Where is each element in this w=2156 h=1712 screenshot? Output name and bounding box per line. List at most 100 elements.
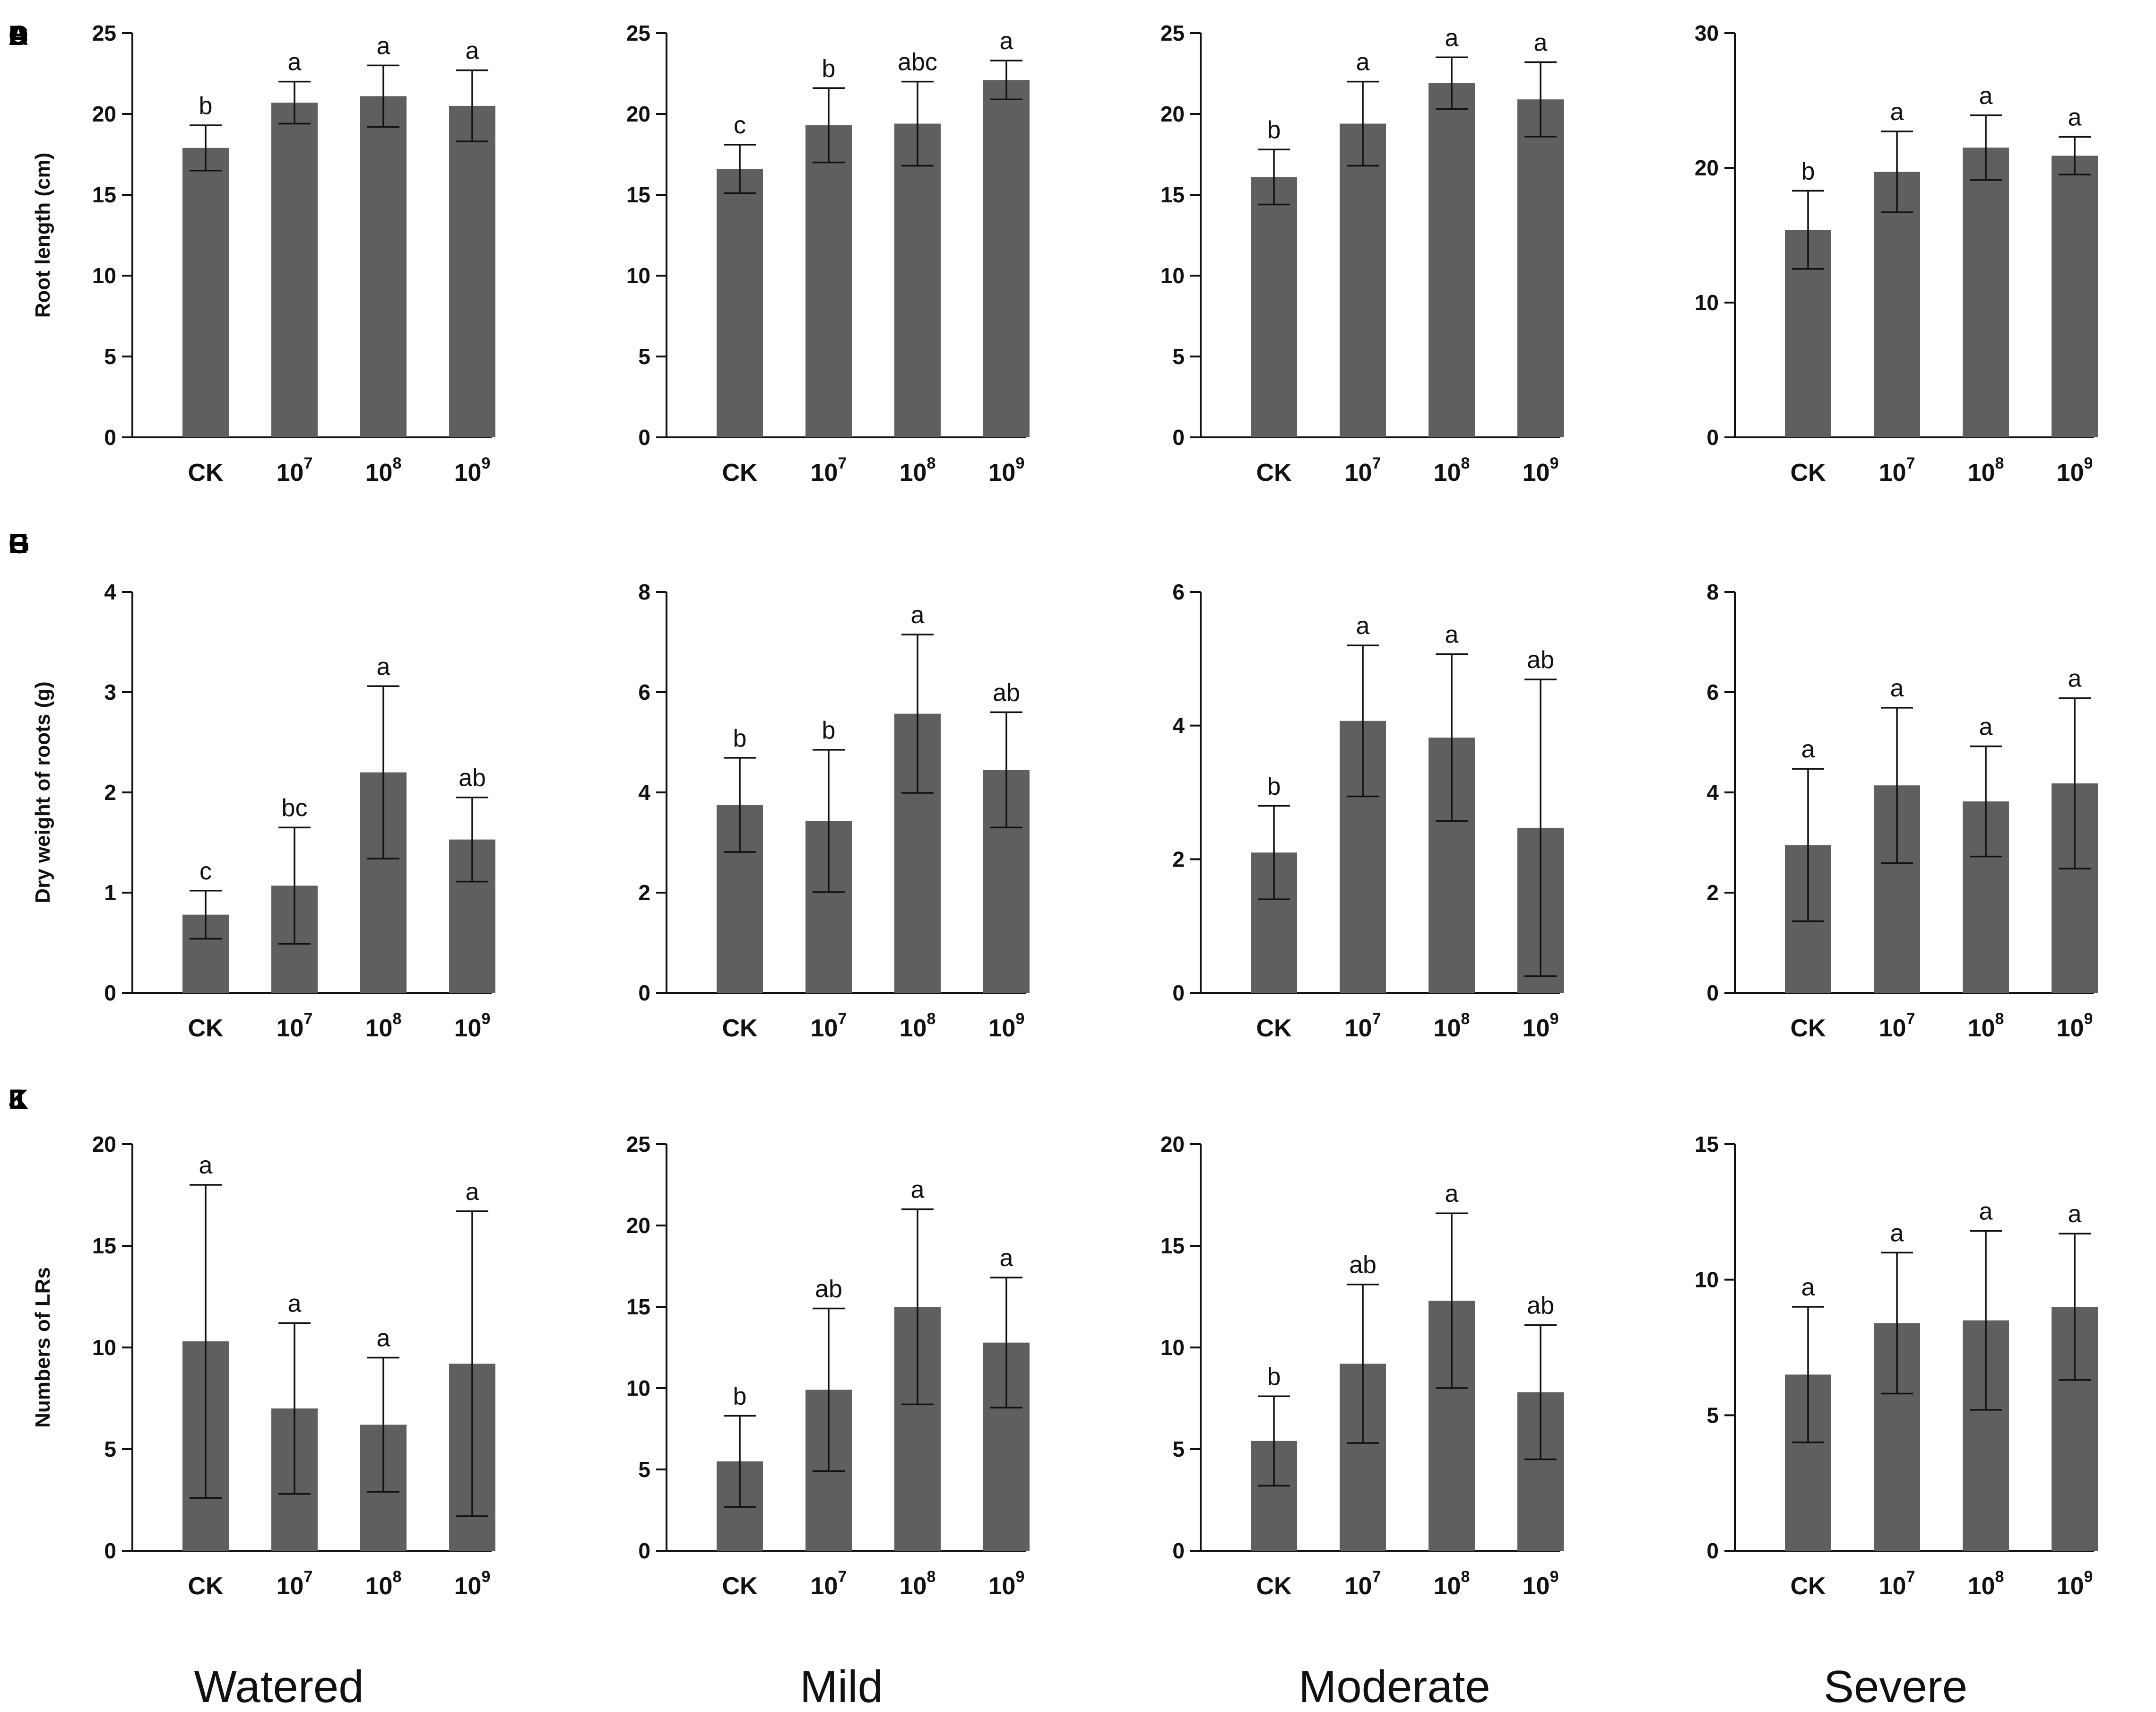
y-tick-label: 5 bbox=[104, 1437, 116, 1461]
y-tick-label: 3 bbox=[104, 680, 116, 704]
y-tick-label: 0 bbox=[104, 1538, 116, 1563]
significance-label: a bbox=[1890, 98, 1904, 126]
y-tick-label: 20 bbox=[1695, 156, 1719, 180]
panel-letter: F bbox=[9, 529, 25, 559]
significance-label: c bbox=[199, 858, 212, 885]
panel-a: A 0 5 10 15 20 25 Root length (cm) b CK a 107 a 108 a 1… bbox=[9, 20, 495, 487]
y-tick-label: 15 bbox=[92, 182, 116, 207]
significance-label: b bbox=[822, 717, 836, 744]
significance-label: a bbox=[1356, 49, 1370, 76]
x-tick-label: 107 bbox=[1879, 1568, 1915, 1600]
x-tick-label: CK bbox=[188, 1573, 224, 1600]
bar bbox=[983, 80, 1030, 437]
y-tick-label: 15 bbox=[626, 182, 650, 207]
x-tick-label: 107 bbox=[811, 1010, 847, 1042]
y-tick-label: 0 bbox=[1706, 1538, 1719, 1563]
y-tick-label: 5 bbox=[104, 344, 116, 369]
panel-letter: K bbox=[9, 1084, 28, 1115]
y-tick-label: 15 bbox=[1160, 182, 1185, 207]
x-tick-label: 107 bbox=[277, 454, 313, 487]
y-tick-label: 20 bbox=[1160, 1132, 1185, 1156]
y-tick-label: 4 bbox=[1172, 713, 1185, 738]
significance-label: a bbox=[377, 32, 390, 60]
panel-letter: D bbox=[9, 20, 28, 51]
significance-label: a bbox=[911, 601, 925, 629]
significance-label: a bbox=[199, 1152, 213, 1179]
y-tick-label: 20 bbox=[92, 102, 116, 126]
significance-label: ab bbox=[1349, 1251, 1377, 1279]
y-tick-label: 2 bbox=[1706, 880, 1719, 905]
x-tick-label: CK bbox=[188, 1015, 224, 1042]
significance-label: ab bbox=[459, 765, 486, 792]
y-tick-label: 10 bbox=[1160, 263, 1185, 288]
significance-label: a bbox=[377, 1325, 390, 1352]
y-tick-label: 25 bbox=[92, 21, 116, 45]
bar bbox=[894, 123, 941, 437]
y-tick-label: 4 bbox=[638, 780, 650, 805]
condition-label: Severe bbox=[1824, 1661, 1967, 1712]
panel-letter: B bbox=[9, 20, 28, 51]
y-tick-label: 20 bbox=[1160, 102, 1185, 126]
significance-label: a bbox=[911, 1176, 925, 1204]
significance-label: a bbox=[1890, 675, 1904, 702]
y-tick-label: 0 bbox=[1706, 981, 1719, 1005]
x-tick-label: CK bbox=[1256, 1015, 1292, 1042]
significance-label: a bbox=[288, 49, 302, 76]
y-tick-label: 20 bbox=[626, 102, 650, 126]
y-tick-label: 8 bbox=[638, 580, 650, 604]
bar bbox=[1517, 99, 1564, 438]
y-axis-label: Root length (cm) bbox=[31, 153, 54, 318]
significance-label: a bbox=[2068, 1200, 2082, 1228]
x-tick-label: 109 bbox=[454, 1568, 491, 1600]
y-tick-label: 0 bbox=[638, 1538, 650, 1563]
significance-label: a bbox=[1979, 1198, 1993, 1225]
x-tick-label: 109 bbox=[2057, 1010, 2093, 1042]
panel-c: C 0 5 10 15 20 25 b CK a 107 a 108 a 109 bbox=[9, 20, 1564, 487]
x-tick-label: 107 bbox=[1345, 1568, 1381, 1600]
significance-label: a bbox=[377, 653, 390, 680]
y-tick-label: 25 bbox=[626, 1132, 650, 1156]
x-tick-label: 109 bbox=[454, 1010, 491, 1042]
condition-label: Moderate bbox=[1299, 1661, 1490, 1712]
x-tick-label: 107 bbox=[1345, 1010, 1381, 1042]
x-tick-label: CK bbox=[1256, 459, 1292, 487]
bar bbox=[1340, 123, 1386, 437]
x-tick-label: 107 bbox=[1879, 1010, 1915, 1042]
significance-label: a bbox=[1445, 24, 1459, 52]
x-tick-label: 107 bbox=[277, 1568, 313, 1600]
x-tick-label: 108 bbox=[1968, 1010, 2004, 1042]
significance-label: b bbox=[1267, 1363, 1281, 1390]
significance-label: a bbox=[1801, 1274, 1815, 1301]
y-tick-label: 8 bbox=[1706, 580, 1719, 604]
y-tick-label: 15 bbox=[1160, 1234, 1185, 1258]
y-tick-label: 15 bbox=[92, 1234, 116, 1258]
x-tick-label: 108 bbox=[365, 1568, 402, 1600]
significance-label: b bbox=[733, 1382, 747, 1410]
x-tick-label: CK bbox=[1790, 1573, 1826, 1600]
x-tick-label: 108 bbox=[1434, 454, 1470, 487]
x-tick-label: CK bbox=[188, 459, 224, 487]
panel-d: D 0 10 20 30 b CK a 107 a 108 a 109 bbox=[9, 20, 2098, 487]
panel-letter: C bbox=[9, 20, 28, 51]
bar bbox=[1251, 177, 1297, 437]
panel-l: L 0 5 10 15 a CK a 107 a 108 a 109 bbox=[9, 1084, 2098, 1600]
significance-label: bc bbox=[282, 794, 308, 822]
y-tick-label: 2 bbox=[638, 880, 650, 905]
x-tick-label: 109 bbox=[1523, 454, 1559, 487]
y-tick-label: 25 bbox=[626, 21, 650, 45]
y-tick-label: 5 bbox=[1706, 1403, 1719, 1427]
significance-label: ab bbox=[1527, 646, 1554, 674]
x-tick-label: 107 bbox=[1345, 454, 1381, 487]
significance-label: a bbox=[1979, 713, 1993, 740]
x-tick-label: 107 bbox=[277, 1010, 313, 1042]
bar bbox=[2052, 156, 2098, 438]
x-tick-label: 108 bbox=[365, 1010, 402, 1042]
y-tick-label: 6 bbox=[1706, 680, 1719, 704]
significance-label: a bbox=[2068, 104, 2082, 131]
significance-label: a bbox=[1890, 1219, 1904, 1247]
y-tick-label: 0 bbox=[104, 981, 116, 1005]
significance-label: c bbox=[734, 112, 746, 139]
x-tick-label: 108 bbox=[365, 454, 402, 487]
